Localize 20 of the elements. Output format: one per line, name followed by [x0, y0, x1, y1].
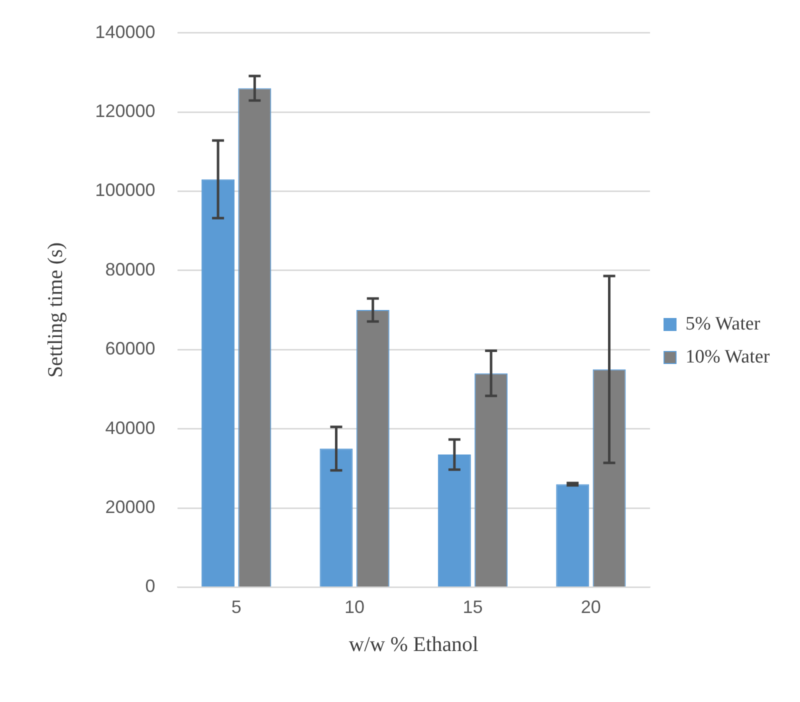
x-tick-label: 5 [231, 596, 242, 617]
legend-label: 5% Water [686, 313, 761, 334]
y-tick-label: 0 [145, 576, 156, 596]
bar [320, 448, 353, 586]
bar [202, 179, 235, 586]
y-tick-label: 80000 [105, 259, 156, 280]
legend-label: 10% Water [686, 346, 770, 368]
y-axis-title: Settling time (s) [43, 242, 68, 378]
y-tick-label: 140000 [95, 22, 156, 42]
x-tick-label: 20 [580, 596, 601, 617]
bar [556, 484, 590, 586]
y-tick-label: 40000 [105, 418, 156, 438]
y-tick-label: 20000 [105, 496, 156, 517]
y-tick-label: 100000 [95, 180, 156, 200]
y-tick-label: 60000 [105, 338, 156, 359]
x-tick-label: 10 [344, 596, 365, 617]
bar [438, 454, 471, 586]
x-axis-title: w/w % Ethanol [348, 632, 479, 656]
x-tick-label: 15 [462, 596, 483, 617]
y-tick-label: 120000 [95, 100, 156, 121]
